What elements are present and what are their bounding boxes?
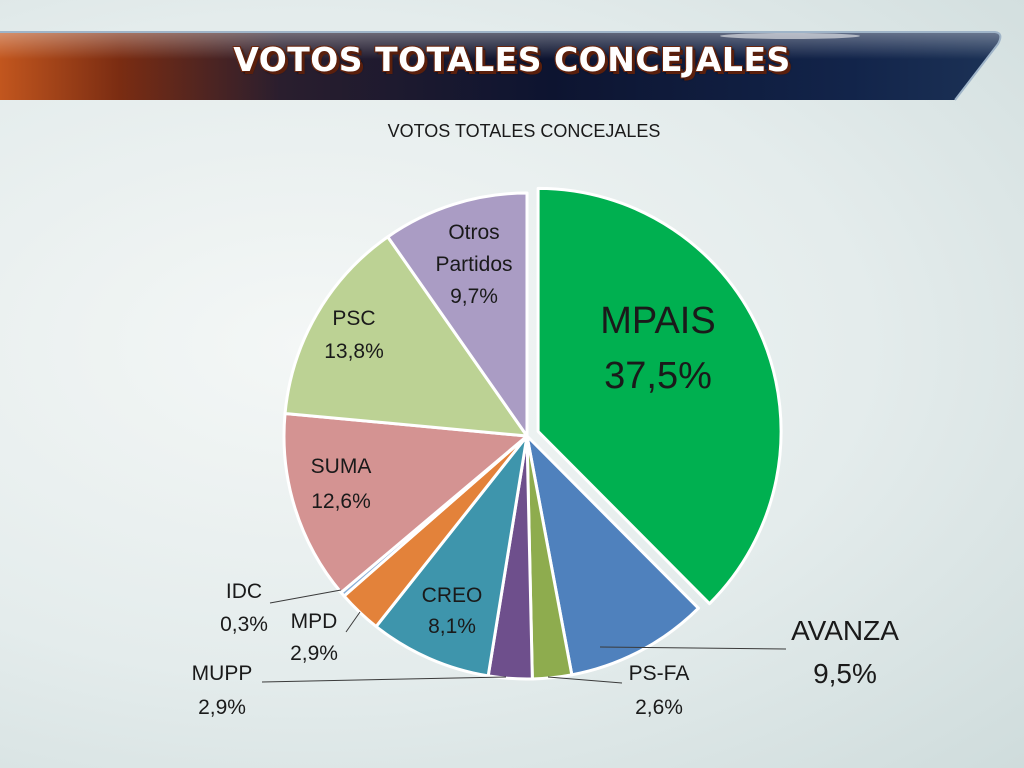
slice-value: 13,8% [324, 340, 384, 363]
slice-value: 9,5% [813, 658, 877, 689]
slice-name: CREO [422, 584, 483, 607]
slice-label-psc: PSC 13,8% [324, 307, 384, 363]
leader-line-ps-fa [547, 676, 623, 684]
slice-name: AVANZA [791, 615, 899, 646]
slice-value: 8,1% [428, 615, 476, 638]
slice-label-creo: CREO 8,1% [422, 584, 483, 638]
slice-name: MPAIS [600, 300, 715, 342]
slice-name: PSC [332, 307, 375, 330]
slice-label-idc: IDC 0,3% [220, 580, 268, 636]
slice-creo [374, 434, 529, 678]
slice-suma [282, 411, 529, 594]
slice-label-avanza: AVANZA 9,5% [791, 615, 899, 689]
slice-value: 2,6% [635, 696, 683, 719]
slice-label-ps-fa: PS-FA 2,6% [629, 662, 690, 719]
slice-label-mpd: MPD 2,9% [290, 610, 338, 665]
slide-title: VOTOS TOTALES CONCEJALES [233, 40, 791, 79]
pie-slices [282, 186, 783, 681]
slice-name: IDC [226, 580, 262, 603]
slice-name: PS-FA [629, 662, 690, 685]
slice-label-suma: SUMA 12,6% [311, 455, 372, 513]
chart-title: VOTOS TOTALES CONCEJALES [388, 121, 661, 141]
leader-line-avanza [599, 646, 787, 650]
slice-mpais [536, 186, 783, 606]
slice-name: SUMA [311, 455, 372, 478]
slice-label-mupp: MUPP 2,9% [192, 662, 253, 719]
slice-value: 12,6% [311, 490, 371, 513]
slice-value: 2,9% [290, 642, 338, 665]
slice-avanza [525, 434, 700, 677]
slice-value: 0,3% [220, 613, 268, 636]
leader-line-mupp [261, 676, 507, 683]
slice-label-otros-partidos: Otros Partidos 9,7% [435, 221, 512, 308]
leader-line-idc [269, 589, 342, 604]
slice-name-line2: Partidos [435, 253, 512, 276]
title-banner [0, 31, 1002, 101]
slice-label-mpais: MPAIS 37,5% [600, 300, 715, 397]
slice-value: 9,7% [450, 285, 498, 308]
slice-psc [283, 235, 529, 438]
slice-name: MUPP [192, 662, 253, 685]
slice-name: MPD [291, 610, 338, 633]
slice-value: 37,5% [604, 355, 712, 397]
leader-lines [261, 589, 787, 684]
leader-line-mpd [345, 611, 361, 633]
slice-otros-partidos [386, 191, 529, 438]
slice-name: Otros [448, 221, 499, 244]
slice-labels: MPAIS 37,5% AVANZA 9,5% PS-FA 2,6% MUPP 2,9% CRE… [192, 221, 900, 719]
slice-value: 2,9% [198, 696, 246, 719]
